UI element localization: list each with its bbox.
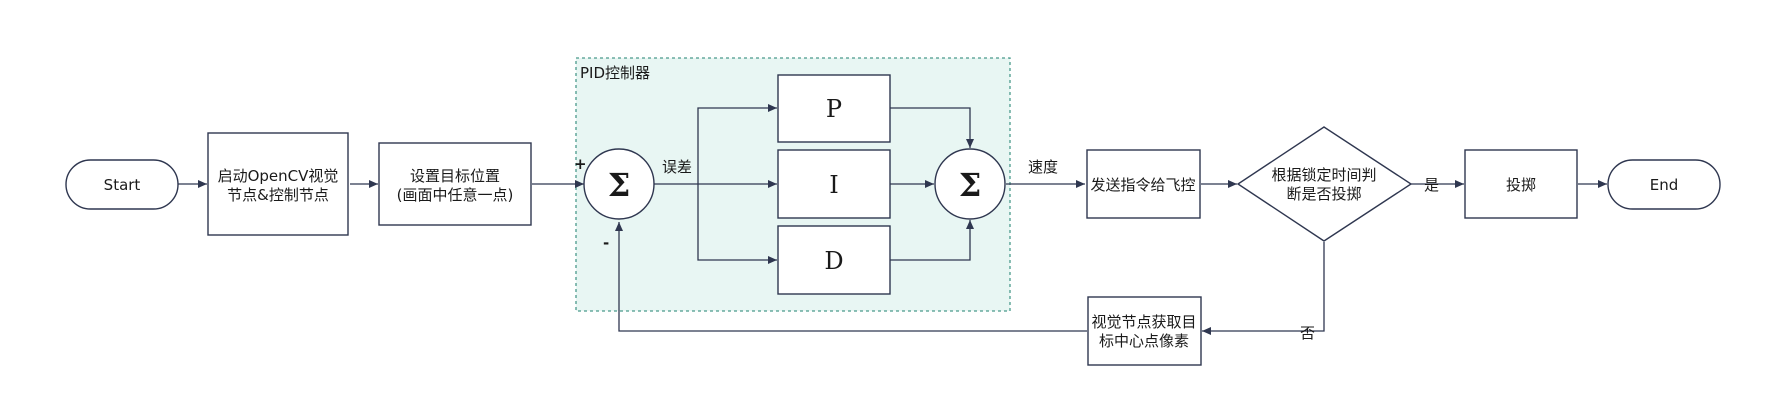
- target-label-2: (画面中任意一点): [397, 186, 514, 204]
- p-box: [777, 74, 891, 143]
- no-label: 否: [1300, 324, 1315, 342]
- edge-decision-feedback: [1202, 242, 1325, 335]
- init-label-2: 节点&控制节点: [227, 186, 329, 204]
- error-label: 误差: [662, 158, 692, 176]
- end-terminal: [1607, 159, 1721, 210]
- edge-split-p: [697, 104, 777, 184]
- sum-junction-error: [583, 148, 655, 220]
- plus-sign: +: [574, 155, 587, 173]
- target-label-1: 设置目标位置: [410, 167, 500, 185]
- decision-label-1: 根据锁定时间判: [1271, 166, 1376, 184]
- yes-label: 是: [1424, 176, 1439, 194]
- edge-d-sum: [890, 220, 974, 261]
- i-box: [777, 149, 891, 219]
- p-label: P: [826, 95, 842, 123]
- edge-feedback-sum: [615, 222, 1087, 332]
- decision-diamond: [1236, 126, 1413, 242]
- target-box: [378, 142, 532, 226]
- init-label-1: 启动OpenCV视觉: [218, 167, 339, 185]
- sum-junction-output: [934, 148, 1006, 220]
- edge-p-sum: [890, 107, 974, 148]
- start-terminal: [65, 159, 179, 210]
- minus-sign: -: [603, 234, 609, 252]
- send-box: [1086, 149, 1201, 219]
- throw-label: 投掷: [1506, 176, 1536, 194]
- d-box: [777, 225, 891, 295]
- send-label: 发送指令给飞控: [1090, 176, 1195, 194]
- feedback-label-1: 视觉节点获取目: [1091, 313, 1196, 331]
- sum-junction-output-symbol: Σ: [959, 166, 982, 204]
- d-label: D: [824, 247, 843, 275]
- speed-label: 速度: [1028, 158, 1058, 176]
- pid-group-label: PID控制器: [580, 64, 650, 82]
- i-label: I: [829, 171, 838, 199]
- start-label: Start: [104, 176, 141, 194]
- sum-junction-error-symbol: Σ: [608, 166, 631, 204]
- feedback-label-2: 标中心点像素: [1099, 332, 1189, 350]
- edge-split-d: [697, 184, 777, 264]
- feedback-box: [1087, 296, 1202, 366]
- end-label: End: [1650, 176, 1679, 194]
- throw-box: [1464, 149, 1578, 219]
- init-box: [207, 132, 349, 236]
- decision-label-2: 断是否投掷: [1286, 185, 1361, 203]
